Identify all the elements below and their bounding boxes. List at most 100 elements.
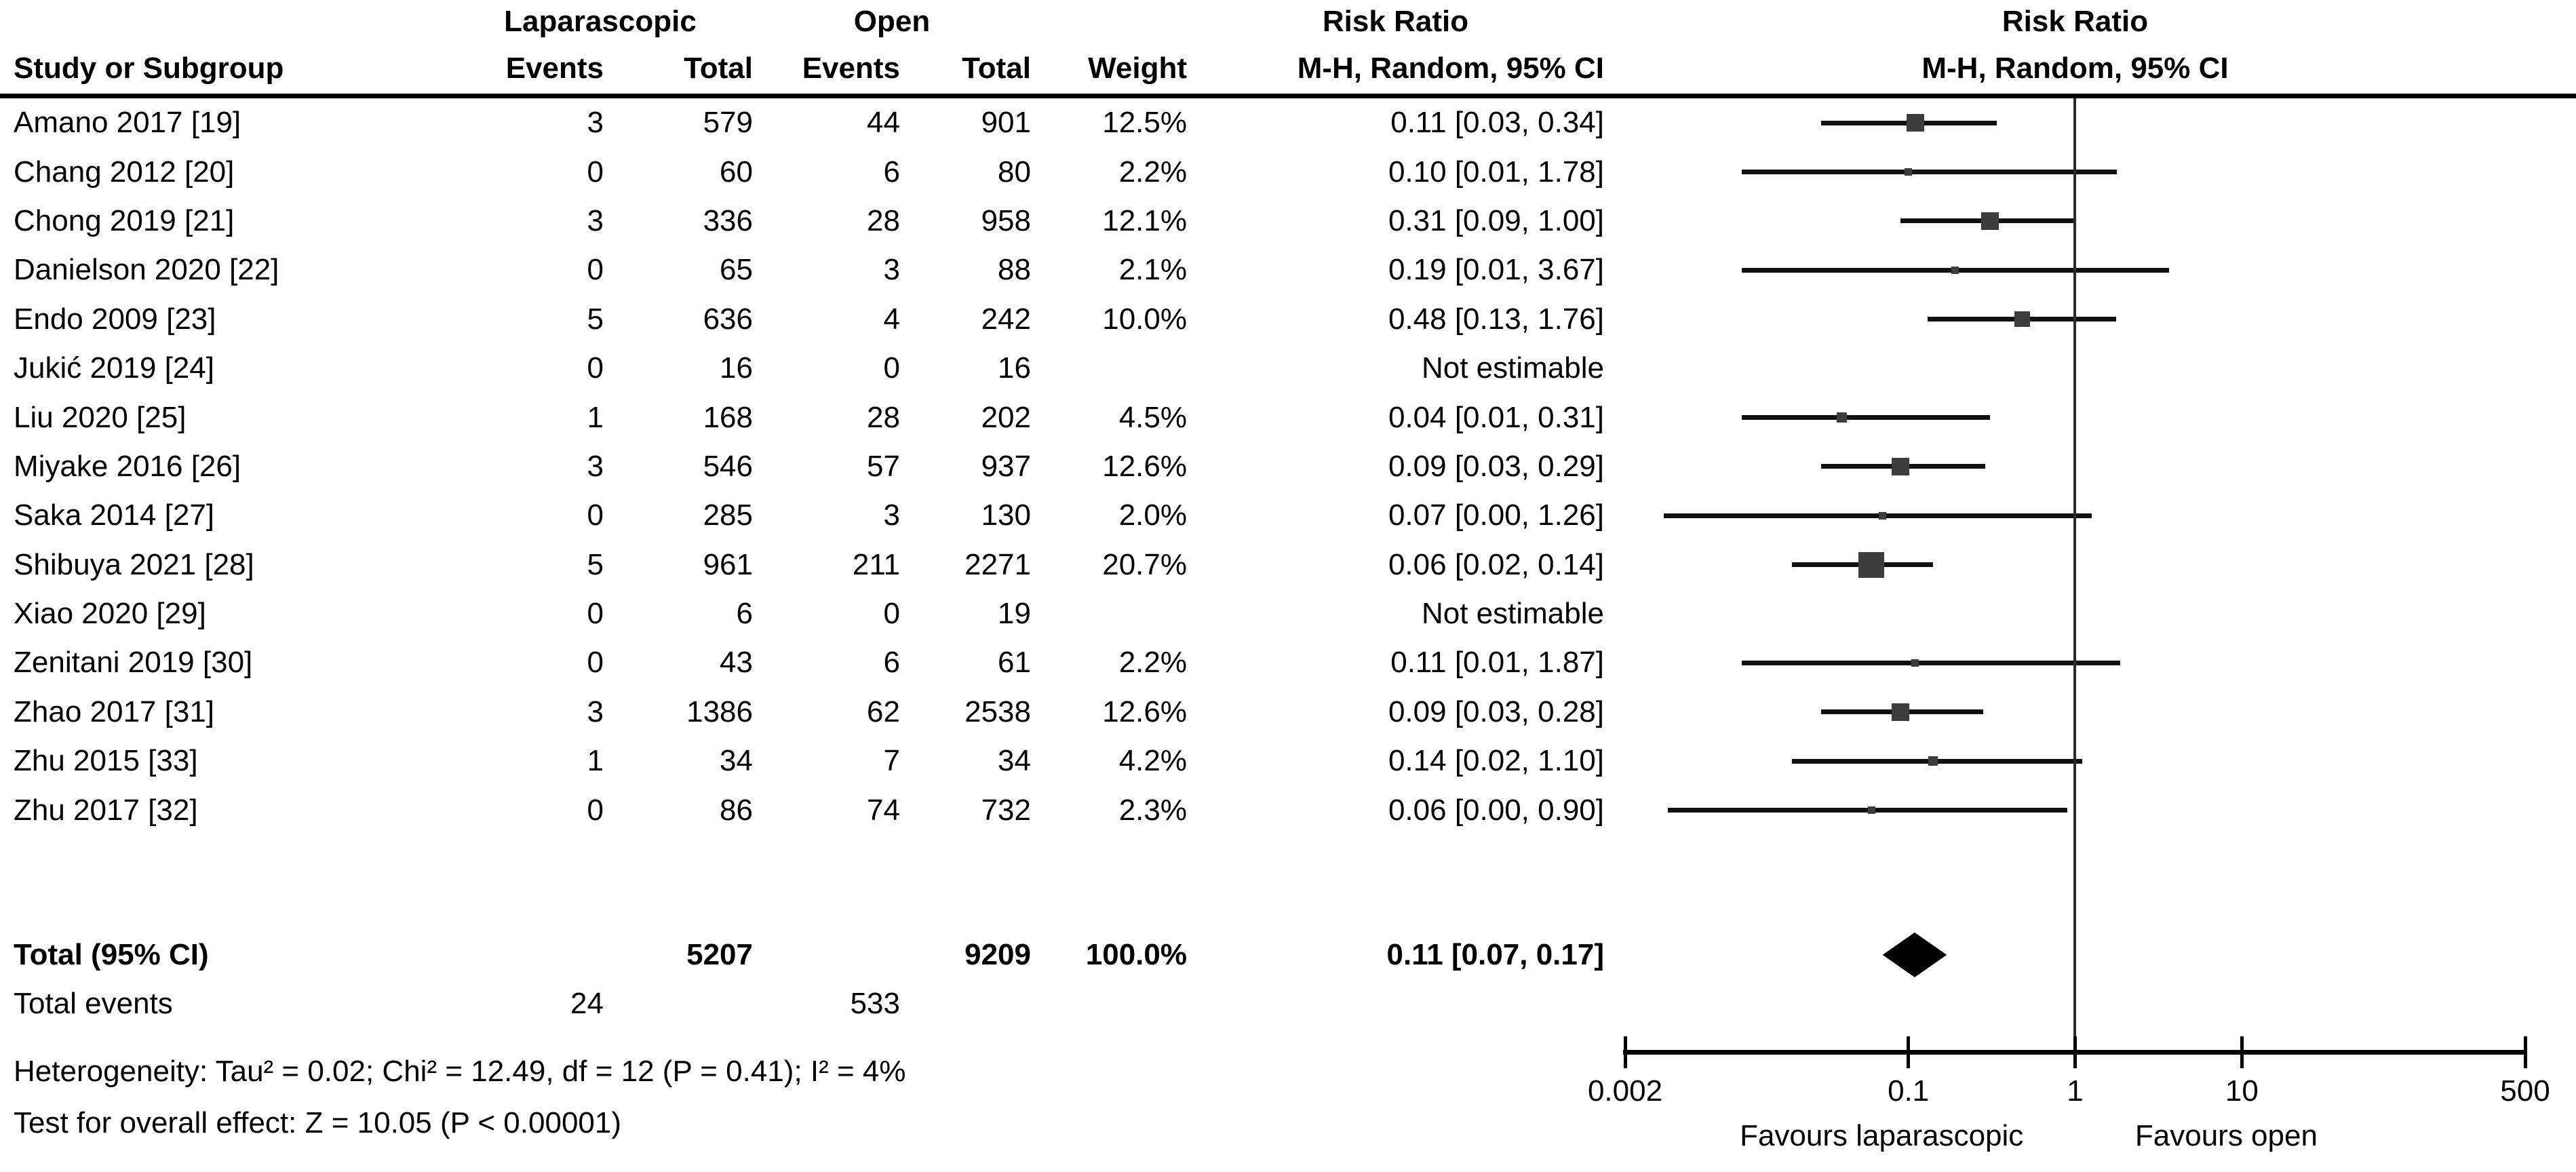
study-name: Jukić 2019 [24] [14, 351, 214, 385]
point-estimate-square [1837, 412, 1848, 423]
open-total-value: 901 [981, 106, 1031, 140]
rr-ci-text: 0.07 [0.00, 1.26] [1388, 499, 1604, 532]
study-row: Endo 2009 [23] 5 636 4 242 10.0% 0.48 [0.13, 1… [0, 295, 2576, 344]
lap-total-value: 336 [703, 203, 753, 237]
study-row: Chang 2012 [20] 0 60 6 80 2.2% 0.10 [0.01, 1.7… [0, 147, 2576, 196]
point-estimate-square [1951, 266, 1959, 274]
risk-ratio-header-right: Risk Ratio [1604, 5, 2562, 39]
study-row: Zhu 2017 [32] 0 86 74 732 2.3% 0.06 [0.00, 0.9… [0, 785, 2576, 834]
rr-ci-text: 0.19 [0.01, 3.67] [1388, 253, 1604, 287]
study-row: Danielson 2020 [22] 0 65 3 88 2.1% 0.19 [0.01,… [0, 246, 2576, 294]
open-events-value: 74 [867, 793, 900, 827]
study-name: Zhao 2017 [31] [14, 695, 215, 728]
col-header-open-events: Events [802, 52, 900, 85]
open-events-value: 211 [852, 547, 900, 581]
study-name: Zenitani 2019 [30] [14, 646, 253, 680]
total-label: Total (95% CI) [14, 937, 209, 971]
lap-total-value: 546 [703, 449, 753, 483]
confidence-interval-line [1741, 660, 2121, 665]
point-estimate-square [1906, 114, 1924, 132]
weight-value: 12.6% [1102, 695, 1187, 728]
open-total-value: 958 [981, 203, 1031, 237]
study-row: Miyake 2016 [26] 3 546 57 937 12.6% 0.09 [0.03… [0, 442, 2576, 491]
group-header-laparascopic: Laparascopic [504, 5, 697, 38]
lap-events-value: 0 [587, 793, 604, 827]
rr-ci-text: Not estimable [1421, 597, 1604, 631]
axis-tick [2240, 1036, 2244, 1068]
col-header-open-total: Total [962, 52, 1031, 85]
lap-events-value: 3 [587, 106, 604, 140]
favours-left-label: Favours laparascopic [1740, 1119, 2024, 1152]
point-estimate-square [1867, 806, 1875, 815]
open-total-value: 202 [981, 400, 1031, 434]
open-events-value: 57 [867, 449, 900, 483]
study-row: Zhao 2017 [31] 3 1386 62 2538 12.6% 0.09 [0.03… [0, 688, 2576, 737]
total-rr-ci: 0.11 [0.07, 0.17] [1386, 937, 1604, 971]
lap-events-value: 1 [587, 400, 604, 434]
lap-events-value: 5 [587, 547, 604, 581]
lap-events-value: 0 [587, 499, 604, 532]
open-total-value: 19 [998, 597, 1031, 631]
axis-tick-label: 0.002 [1587, 1074, 1663, 1108]
lap-total-value: 1386 [686, 695, 753, 728]
open-total-value: 2271 [964, 547, 1031, 581]
col-header-mh-ci-plot-text: M-H, Random, 95% CI [1921, 52, 2229, 85]
rr-ci-text: 0.11 [0.03, 0.34] [1390, 106, 1604, 140]
col-header-mh-ci: M-H, Random, 95% CI [1297, 52, 1604, 85]
weight-value: 4.5% [1118, 400, 1187, 434]
study-name: Amano 2017 [19] [14, 106, 241, 140]
open-events-value: 0 [883, 597, 900, 631]
open-total-value: 88 [998, 253, 1031, 287]
lap-events-value: 0 [587, 253, 604, 287]
study-row: Zhu 2015 [33] 1 34 7 34 4.2% 0.14 [0.02, 1.10] [0, 737, 2576, 785]
study-name: Danielson 2020 [22] [14, 253, 279, 287]
lap-events-value: 3 [587, 449, 604, 483]
lap-events-value: 3 [587, 203, 604, 237]
lap-total-value: 34 [720, 744, 753, 778]
open-events-value: 6 [883, 155, 900, 189]
study-row: Saka 2014 [27] 0 285 3 130 2.0% 0.07 [0.00, 1.… [0, 491, 2576, 540]
open-total-value: 732 [981, 793, 1031, 827]
open-events-value: 28 [867, 400, 900, 434]
lap-total-value: 6 [736, 597, 753, 631]
open-total-value: 2538 [964, 695, 1031, 728]
study-row: Shibuya 2021 [28] 5 961 211 2271 20.7% 0.06 [0… [0, 541, 2576, 589]
confidence-interval-line [1667, 808, 2068, 813]
rr-ci-text: 0.14 [0.02, 1.10] [1388, 744, 1604, 778]
total-lap-total: 5207 [686, 937, 753, 971]
weight-value: 2.1% [1118, 253, 1187, 287]
study-row: Chong 2019 [21] 3 336 28 958 12.1% 0.31 [0.09,… [0, 197, 2576, 246]
lap-events-value: 0 [587, 597, 604, 631]
rr-ci-text: 0.48 [0.13, 1.76] [1388, 302, 1604, 336]
axis-tick-label: 500 [2500, 1074, 2550, 1108]
open-events-value: 62 [867, 695, 900, 728]
favours-right-label: Favours open [2134, 1119, 2318, 1152]
lap-total-value: 168 [703, 400, 753, 434]
lap-total-value: 60 [720, 155, 753, 189]
lap-events-value: 5 [587, 302, 604, 336]
study-row: Xiao 2020 [29] 0 6 0 19 Not estimable [0, 589, 2576, 638]
point-estimate-square [2014, 311, 2030, 328]
study-name: Endo 2009 [23] [14, 302, 216, 336]
risk-ratio-header-right-text: Risk Ratio [2002, 5, 2149, 38]
weight-value: 4.2% [1118, 744, 1187, 778]
open-events-value: 44 [867, 106, 900, 140]
lap-total-value: 65 [720, 253, 753, 287]
risk-ratio-header-left: Risk Ratio [1322, 5, 1469, 38]
lap-events-value: 0 [587, 155, 604, 189]
open-total-value: 242 [981, 302, 1031, 336]
open-events-value: 3 [883, 499, 900, 532]
lap-events-value: 0 [587, 646, 604, 680]
study-rows: Amano 2017 [19] 3 579 44 901 12.5% 0.11 [0.03,… [0, 98, 2576, 835]
lap-total-value: 636 [703, 302, 753, 336]
col-header-lap-total: Total [684, 52, 753, 85]
group-header-open: Open [853, 5, 931, 38]
null-effect-line [2073, 98, 2076, 1055]
total-events-label: Total events [14, 986, 173, 1020]
lap-total-value: 43 [720, 646, 753, 680]
lap-total-value: 86 [720, 793, 753, 827]
axis-tick [1907, 1036, 1911, 1068]
rr-ci-text: 0.06 [0.02, 0.14] [1388, 547, 1604, 581]
axis-tick-label: 1 [2067, 1074, 2084, 1108]
